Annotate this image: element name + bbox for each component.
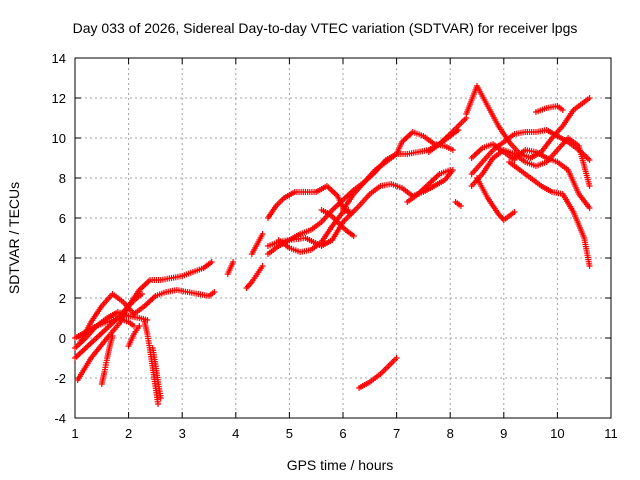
data-point <box>457 203 464 209</box>
series-track-21 <box>452 199 464 209</box>
x-tick-label: 1 <box>71 426 78 441</box>
data-point <box>559 107 566 113</box>
data-point <box>230 259 237 265</box>
data-point <box>259 263 266 269</box>
series-track-27 <box>474 175 518 223</box>
y-tick-label: -2 <box>54 371 66 386</box>
data-point <box>449 147 456 153</box>
series-track-6 <box>98 333 116 387</box>
y-tick-label: 2 <box>59 291 66 306</box>
data-point <box>155 401 162 407</box>
y-axis-label: SDTVAR / TECUs <box>6 182 22 294</box>
series-track-22 <box>356 355 400 391</box>
data-point <box>447 167 454 173</box>
data-point <box>586 183 593 189</box>
series-track-19 <box>404 167 454 205</box>
data-point <box>139 291 145 297</box>
grid <box>75 58 611 418</box>
series-track-5 <box>72 315 137 341</box>
y-tick-label: 12 <box>52 91 66 106</box>
x-tick-label: 8 <box>447 426 454 441</box>
data-point <box>211 289 218 295</box>
data-point <box>259 231 266 237</box>
data-point <box>136 323 143 329</box>
x-tick-label: 11 <box>604 426 618 441</box>
y-tick-label: 10 <box>52 131 66 146</box>
data-points <box>72 83 593 407</box>
series-track-18 <box>340 129 456 213</box>
series-track-29 <box>511 147 593 211</box>
data-point <box>157 395 164 401</box>
x-tick-label: 7 <box>393 426 400 441</box>
y-tick-label: 6 <box>59 211 66 226</box>
x-axis-label: GPS time / hours <box>287 457 394 473</box>
series-track-28 <box>506 159 593 269</box>
series-track-12 <box>248 231 266 257</box>
data-point <box>345 207 352 213</box>
data-point <box>393 355 400 361</box>
data-point <box>130 323 137 329</box>
x-tick-label: 4 <box>232 426 239 441</box>
series-track-7 <box>125 323 143 349</box>
series-track-13 <box>264 167 456 221</box>
y-tick-label: 4 <box>59 251 66 266</box>
y-tick-label: 8 <box>59 171 66 186</box>
data-point <box>586 95 593 101</box>
y-tick-label: -4 <box>54 411 66 426</box>
chart-title: Day 033 of 2026, Sidereal Day-to-day VTE… <box>73 20 578 36</box>
data-point <box>586 205 593 211</box>
series-track-9 <box>149 345 164 401</box>
data-point <box>350 233 357 239</box>
x-tick-label: 3 <box>179 426 186 441</box>
series-track-17 <box>318 207 357 239</box>
series-track-10 <box>224 259 237 277</box>
data-point <box>586 263 593 269</box>
x-tick-label: 10 <box>550 426 564 441</box>
data-point <box>348 211 355 217</box>
series-track-20 <box>425 115 470 155</box>
data-point <box>511 209 518 215</box>
series-track-11 <box>243 263 266 291</box>
x-tick-label: 2 <box>125 426 132 441</box>
data-point <box>586 157 593 163</box>
data-point <box>208 259 215 265</box>
series-track-30 <box>532 103 566 115</box>
x-tick-label: 6 <box>339 426 346 441</box>
x-tick-label: 9 <box>500 426 507 441</box>
y-tick-label: 0 <box>59 331 66 346</box>
x-tick-label: 5 <box>286 426 293 441</box>
data-point <box>109 333 116 339</box>
y-tick-label: 14 <box>52 51 66 66</box>
